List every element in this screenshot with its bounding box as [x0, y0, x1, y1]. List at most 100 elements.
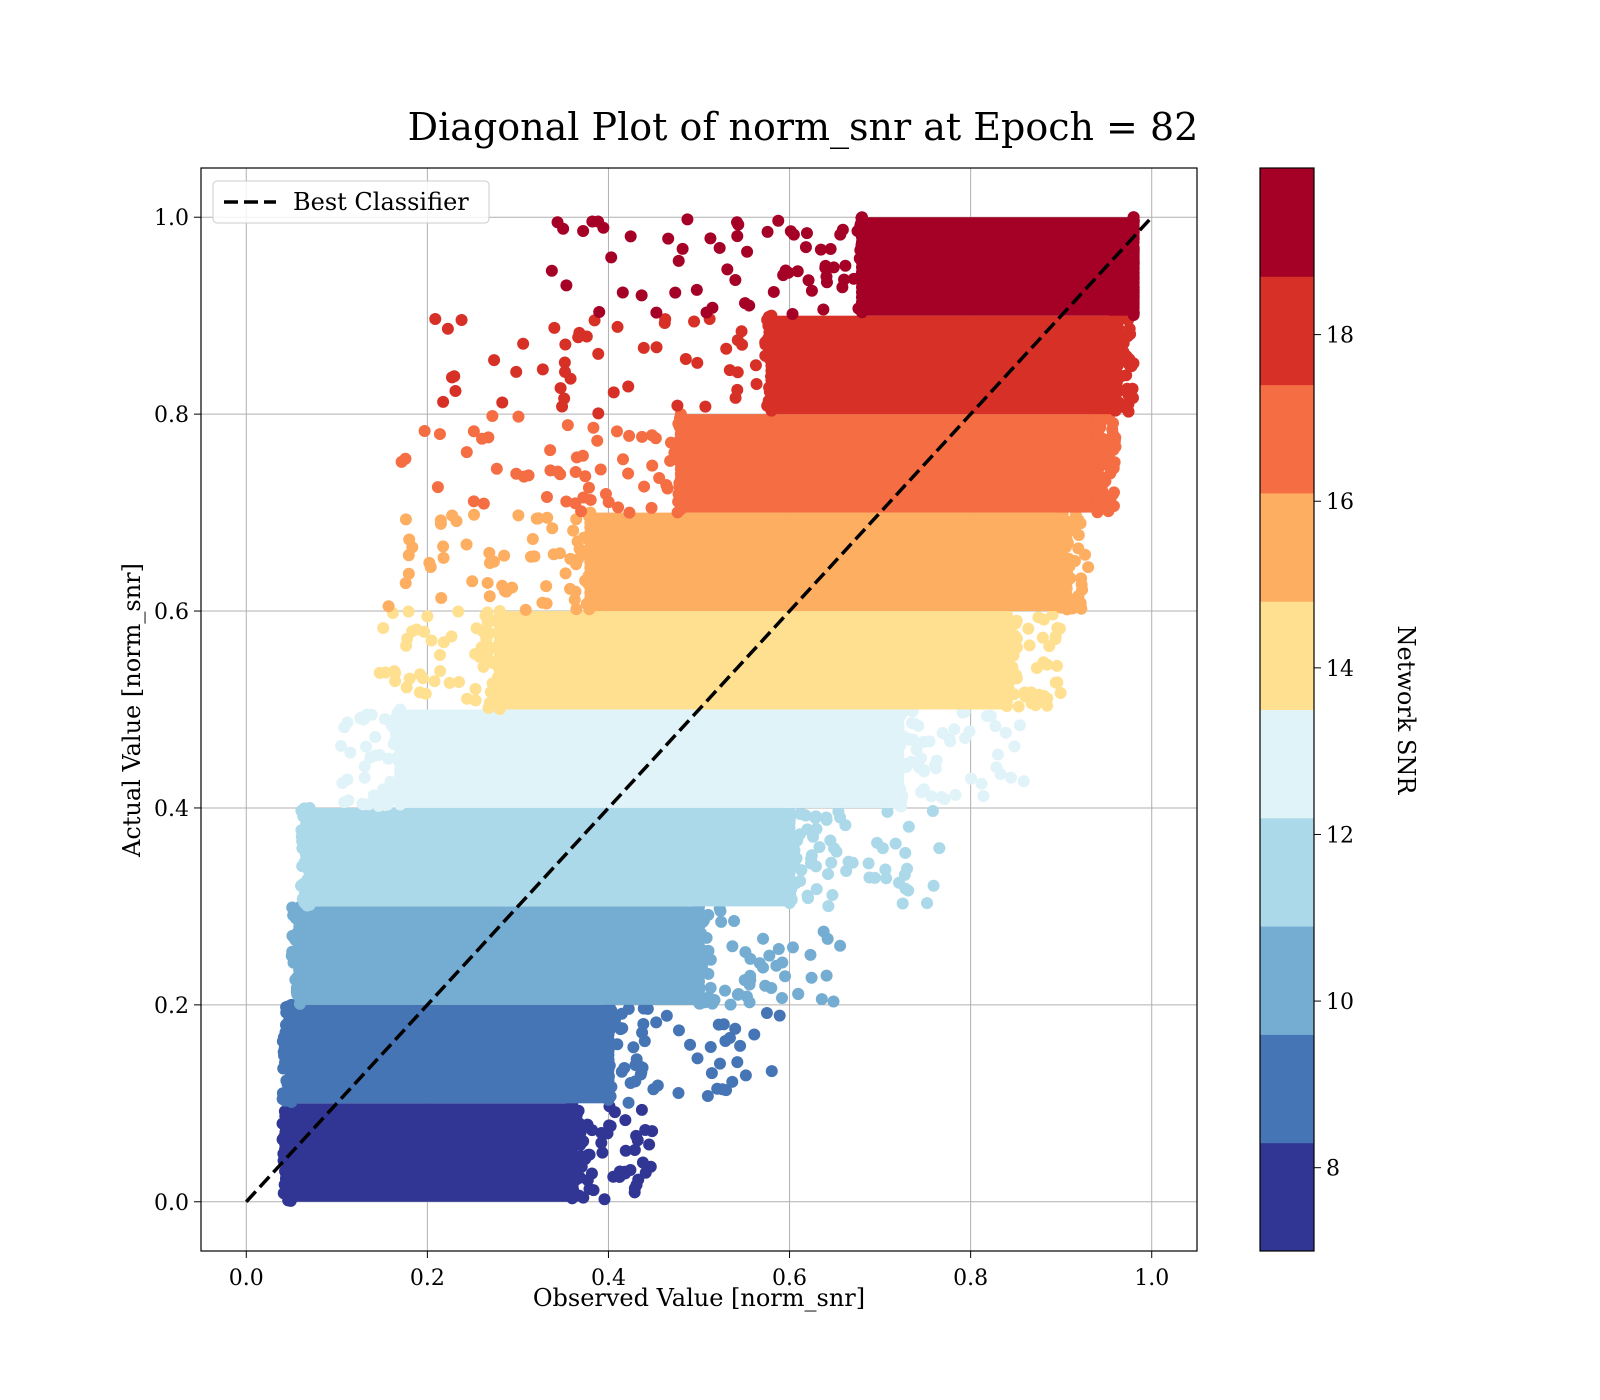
- scatter-point: [977, 790, 990, 803]
- scatter-point: [810, 883, 823, 896]
- band-core: [499, 611, 1007, 710]
- scatter-point: [643, 1138, 656, 1151]
- scatter-point: [948, 723, 961, 736]
- scatter-point: [641, 1002, 654, 1015]
- scatter-point: [704, 981, 717, 994]
- scatter-point: [892, 754, 905, 767]
- colorbar-segment: [1260, 601, 1314, 710]
- colorbar-segment: [1260, 492, 1314, 602]
- scatter-point: [646, 459, 659, 472]
- scatter-point: [593, 305, 606, 318]
- scatter-point: [1092, 417, 1105, 430]
- scatter-point: [795, 864, 808, 877]
- band-9: [545, 211, 1140, 322]
- scatter-point: [650, 1016, 663, 1029]
- scatter-point: [611, 320, 624, 333]
- scatter-point: [784, 833, 797, 846]
- scatter-point: [616, 453, 629, 466]
- scatter-point: [616, 286, 629, 299]
- scatter-point: [1067, 517, 1080, 530]
- scatter-point: [560, 279, 573, 292]
- scatter-point: [402, 549, 415, 562]
- scatter-point: [592, 407, 605, 420]
- scatter-point: [493, 639, 506, 652]
- scatter-point: [836, 281, 849, 294]
- scatter-point: [999, 726, 1012, 739]
- scatter-point: [622, 1096, 635, 1109]
- scatter-point: [294, 991, 307, 1004]
- scatter-point: [1051, 659, 1064, 672]
- scatter-point: [519, 603, 532, 616]
- scatter-point: [522, 469, 535, 482]
- scatter-point: [615, 1065, 628, 1078]
- scatter-point: [713, 241, 726, 254]
- scatter-point: [927, 879, 940, 892]
- scatter-point: [832, 805, 845, 818]
- band-core: [291, 1004, 609, 1104]
- colorbar-label: Network SNR: [1392, 626, 1420, 796]
- band-core: [400, 709, 899, 808]
- scatter-point: [817, 303, 830, 316]
- scatter-point: [364, 751, 377, 764]
- scatter-point: [650, 341, 663, 354]
- scatter-point: [372, 799, 385, 812]
- scatter-point: [786, 941, 799, 954]
- scatter-point: [1000, 651, 1013, 664]
- scatter-point: [573, 542, 586, 555]
- scatter-point: [540, 597, 553, 610]
- scatter-point: [284, 1129, 297, 1142]
- scatter-point: [731, 334, 744, 347]
- scatter-point: [784, 225, 797, 238]
- scatter-point: [1071, 593, 1084, 606]
- scatter-point: [358, 760, 371, 773]
- band-8: [429, 309, 1140, 420]
- scatter-point: [557, 222, 570, 235]
- scatter-point: [915, 786, 928, 799]
- scatter-point: [1110, 376, 1123, 389]
- scatter-point: [344, 746, 357, 759]
- scatter-point: [547, 548, 560, 561]
- scatter-point: [715, 915, 728, 928]
- scatter-point: [419, 687, 432, 700]
- scatter-point: [477, 660, 490, 673]
- scatter-point: [445, 630, 458, 643]
- scatter-point: [452, 676, 465, 689]
- band-core: [590, 512, 1062, 612]
- scatter-point: [437, 540, 450, 553]
- scatter-point: [748, 1028, 761, 1041]
- scatter-point: [991, 748, 1004, 761]
- scatter-point: [764, 353, 777, 366]
- scatter-point: [729, 1022, 742, 1035]
- scatter-point: [980, 710, 993, 723]
- scatter-point: [743, 978, 756, 991]
- colorbar-segment: [1260, 926, 1314, 1035]
- scatter-point: [989, 720, 1002, 733]
- scatter-point: [824, 242, 837, 255]
- colorbar-tick-label: 8: [1326, 1157, 1340, 1182]
- band-core: [680, 414, 1098, 513]
- scatter-point: [448, 370, 461, 383]
- scatter-point: [566, 1177, 579, 1190]
- scatter-point: [418, 425, 431, 438]
- scatter-point: [693, 952, 706, 965]
- scatter-point: [651, 1079, 664, 1092]
- scatter-point: [1076, 583, 1089, 596]
- scatter-point: [602, 1024, 615, 1037]
- y-axis-ticks: 0.0 0.2 0.4 0.6 0.8 1.0: [154, 206, 201, 1216]
- scatter-point: [561, 419, 574, 432]
- band-core: [861, 217, 1134, 316]
- scatter-point: [377, 622, 390, 635]
- scatter-point: [285, 1091, 298, 1104]
- scatter-point: [949, 788, 962, 801]
- scatter-point: [628, 1144, 641, 1157]
- scatter-point: [902, 884, 915, 897]
- scatter-point: [975, 777, 988, 790]
- scatter-point: [1127, 211, 1140, 224]
- scatter-point: [469, 682, 482, 695]
- scatter-point: [775, 992, 788, 1005]
- scatter-point: [467, 508, 480, 521]
- scatter-point: [704, 232, 717, 245]
- scatter-point: [1023, 639, 1036, 652]
- scatter-point: [1005, 771, 1018, 784]
- scatter-point: [704, 953, 717, 966]
